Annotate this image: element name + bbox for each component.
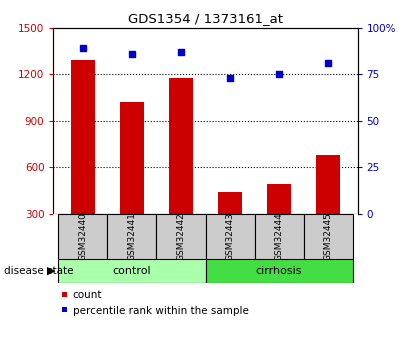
Point	[129, 51, 135, 57]
Text: count: count	[73, 290, 102, 300]
Text: disease state: disease state	[4, 266, 74, 276]
Bar	[169, 78, 193, 214]
Text: control: control	[113, 266, 151, 276]
Point	[325, 60, 331, 66]
Point	[178, 49, 184, 55]
Bar	[120, 102, 144, 214]
Bar	[304, 214, 353, 259]
Text: cirrhosis: cirrhosis	[256, 266, 302, 276]
Title: GDS1354 / 1373161_at: GDS1354 / 1373161_at	[128, 12, 283, 25]
Bar	[58, 214, 107, 259]
Text: GSM32445: GSM32445	[323, 212, 332, 261]
Point	[80, 45, 86, 51]
Bar	[267, 184, 291, 214]
Bar	[206, 259, 353, 283]
Bar	[107, 214, 157, 259]
Text: percentile rank within the sample: percentile rank within the sample	[73, 306, 249, 315]
Bar	[157, 214, 206, 259]
Point	[276, 71, 282, 77]
Bar	[254, 214, 304, 259]
Bar	[218, 192, 242, 214]
Text: GSM32441: GSM32441	[127, 212, 136, 261]
Bar	[316, 155, 340, 214]
Text: GSM32444: GSM32444	[275, 212, 284, 261]
Text: GSM32440: GSM32440	[79, 212, 88, 261]
Text: ▶: ▶	[47, 266, 56, 276]
Bar	[71, 60, 95, 214]
Bar	[206, 214, 254, 259]
Bar	[58, 259, 206, 283]
Point	[227, 75, 233, 81]
Text: GSM32442: GSM32442	[176, 212, 185, 261]
Text: GSM32443: GSM32443	[226, 212, 235, 261]
